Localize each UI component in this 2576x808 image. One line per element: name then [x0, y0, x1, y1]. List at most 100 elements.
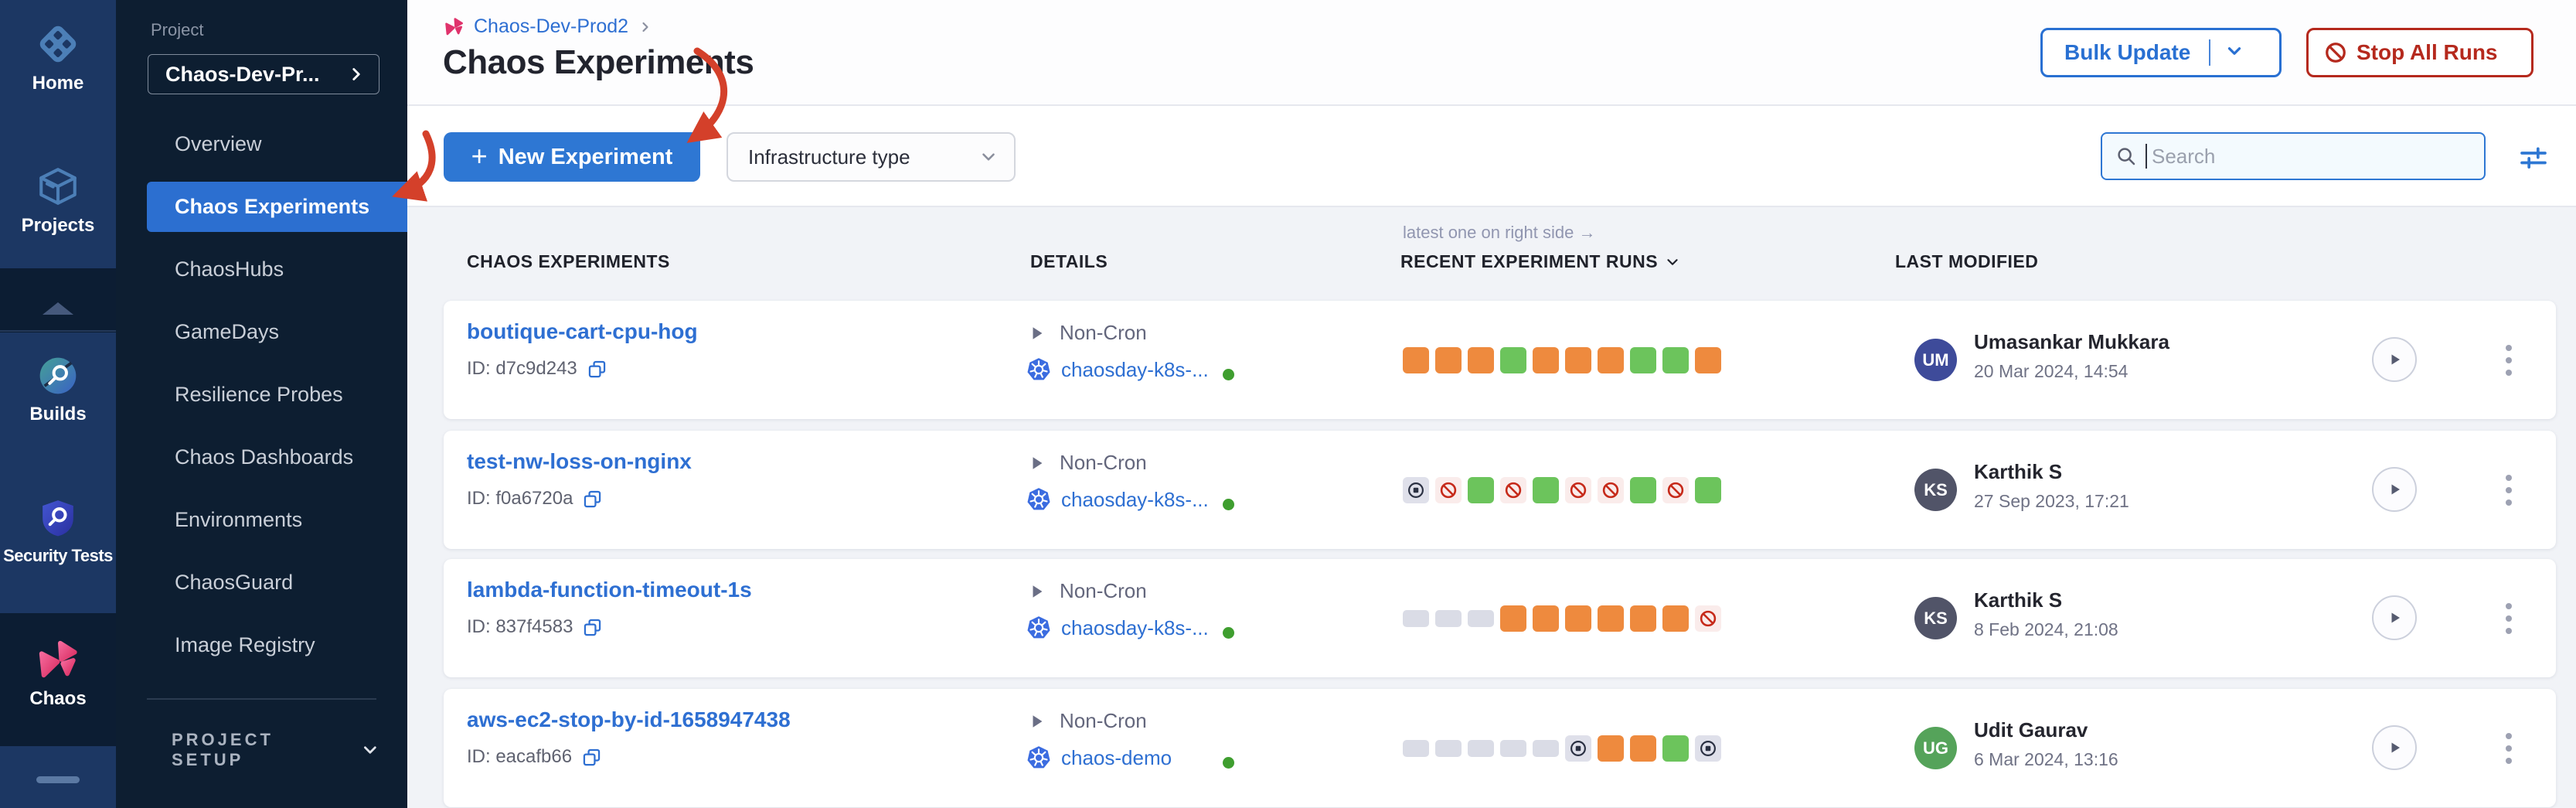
- rail-scroll-up-icon[interactable]: [43, 302, 73, 315]
- run-status-error[interactable]: [1598, 476, 1624, 503]
- row-menu-button[interactable]: [2493, 465, 2524, 516]
- infrastructure-status-dot: [1223, 757, 1234, 769]
- run-status-success[interactable]: [1662, 346, 1689, 373]
- nav-item-resilience-probes[interactable]: Resilience Probes: [175, 383, 343, 406]
- filter-settings-icon[interactable]: [2516, 141, 2550, 172]
- run-status-completed[interactable]: [1500, 605, 1526, 632]
- new-experiment-button[interactable]: + New Experiment: [444, 132, 700, 182]
- nav-item-gamedays[interactable]: GameDays: [175, 320, 280, 343]
- security-tests-icon: [43, 500, 73, 537]
- copy-icon[interactable]: [582, 489, 603, 510]
- chaos-module-icon: [39, 640, 77, 678]
- experiment-name-link[interactable]: aws-ec2-stop-by-id-1658947438: [467, 707, 791, 731]
- run-status-completed[interactable]: [1468, 346, 1494, 373]
- run-status-stopped[interactable]: [1695, 735, 1721, 762]
- run-status-completed[interactable]: [1662, 605, 1689, 632]
- run-status-error[interactable]: [1695, 605, 1721, 632]
- bulk-update-button[interactable]: Bulk Update: [2040, 28, 2282, 77]
- run-status-completed[interactable]: [1630, 735, 1656, 762]
- project-setup-toggle[interactable]: PROJECT SETUP: [172, 730, 380, 770]
- nav-item-chaosguard[interactable]: ChaosGuard: [175, 571, 294, 594]
- main-area: Chaos-Dev-Prod2 Chaos Experiments Bulk U…: [407, 0, 2576, 808]
- run-status-completed[interactable]: [1598, 605, 1624, 632]
- error-run-icon: [1505, 482, 1522, 498]
- chevron-right-icon: [352, 68, 360, 80]
- run-status-completed[interactable]: [1403, 346, 1429, 373]
- run-status-completed[interactable]: [1565, 605, 1591, 632]
- kubernetes-icon: [1027, 746, 1050, 769]
- run-status-error[interactable]: [1500, 476, 1526, 503]
- rail-item-projects[interactable]: Projects: [0, 164, 116, 237]
- infrastructure-link[interactable]: chaosday-k8s-...: [1061, 615, 1209, 639]
- nav-item-chaos-dashboards[interactable]: Chaos Dashboards: [175, 445, 354, 469]
- run-status-stopped[interactable]: [1403, 476, 1429, 503]
- experiment-id: ID: f0a6720a: [467, 488, 573, 509]
- nav-item-chaoshubs[interactable]: ChaosHubs: [175, 257, 284, 281]
- breadcrumb-project-link[interactable]: Chaos-Dev-Prod2: [474, 15, 629, 37]
- run-status-completed[interactable]: [1565, 346, 1591, 373]
- run-experiment-button[interactable]: [2372, 595, 2417, 640]
- run-status-completed[interactable]: [1435, 346, 1462, 373]
- run-status-completed[interactable]: [1533, 346, 1559, 373]
- search-input[interactable]: [2150, 143, 2473, 169]
- recent-runs-strip: [1403, 301, 1721, 419]
- run-experiment-button[interactable]: [2372, 337, 2417, 382]
- run-status-success[interactable]: [1662, 735, 1689, 762]
- experiment-row: aws-ec2-stop-by-id-1658947438 ID: eacafb…: [444, 689, 2556, 807]
- run-status-stopped[interactable]: [1565, 735, 1591, 762]
- column-header-recent-runs[interactable]: RECENT EXPERIMENT RUNS: [1400, 251, 1681, 272]
- row-menu-button[interactable]: [2493, 335, 2524, 386]
- experiment-name-link[interactable]: test-nw-loss-on-nginx: [467, 449, 692, 473]
- experiment-name-link[interactable]: boutique-cart-cpu-hog: [467, 319, 698, 343]
- project-selector[interactable]: Chaos-Dev-Pr...: [148, 54, 379, 94]
- copy-icon[interactable]: [581, 747, 602, 768]
- row-menu-button[interactable]: [2493, 723, 2524, 774]
- run-status-success[interactable]: [1500, 346, 1526, 373]
- run-status-success[interactable]: [1630, 476, 1656, 503]
- run-experiment-button[interactable]: [2372, 725, 2417, 770]
- nav-item-chaos-experiments[interactable]: Chaos Experiments: [147, 182, 407, 232]
- schedule-type: Non-Cron: [1029, 579, 1147, 603]
- infrastructure-type-dropdown[interactable]: Infrastructure type: [727, 132, 1016, 182]
- run-status-completed[interactable]: [1533, 605, 1559, 632]
- stopped-run-icon: [1570, 740, 1586, 756]
- run-experiment-button[interactable]: [2372, 467, 2417, 512]
- copy-icon[interactable]: [582, 617, 603, 638]
- stop-all-runs-button[interactable]: Stop All Runs: [2306, 28, 2533, 77]
- nav-item-environments[interactable]: Environments: [175, 508, 303, 531]
- nav-item-overview[interactable]: Overview: [175, 132, 262, 155]
- infrastructure-link[interactable]: chaosday-k8s-...: [1061, 487, 1209, 511]
- run-status-success[interactable]: [1630, 346, 1656, 373]
- rail-label-home: Home: [32, 73, 84, 94]
- infrastructure-row: chaosday-k8s-...: [1026, 486, 1209, 513]
- experiment-id-row: ID: eacafb66: [467, 746, 602, 768]
- run-status-error[interactable]: [1662, 476, 1689, 503]
- experiment-name-link[interactable]: lambda-function-timeout-1s: [467, 578, 752, 602]
- run-status-none: [1500, 739, 1526, 757]
- run-status-completed[interactable]: [1598, 346, 1624, 373]
- run-status-success[interactable]: [1695, 476, 1721, 503]
- copy-icon[interactable]: [587, 359, 607, 380]
- row-menu-button[interactable]: [2493, 593, 2524, 644]
- run-status-error[interactable]: [1565, 476, 1591, 503]
- modified-by-name: Karthik S: [1974, 588, 2063, 612]
- rail-item-builds[interactable]: Builds: [0, 354, 116, 425]
- run-status-completed[interactable]: [1695, 346, 1721, 373]
- run-status-completed[interactable]: [1630, 605, 1656, 632]
- run-status-completed[interactable]: [1598, 735, 1624, 762]
- nav-item-image-registry[interactable]: Image Registry: [175, 633, 315, 656]
- infrastructure-link[interactable]: chaos-demo: [1061, 745, 1172, 769]
- run-status-success[interactable]: [1468, 476, 1494, 503]
- chevron-down-icon[interactable]: [2224, 41, 2244, 61]
- recent-runs-strip: [1403, 689, 1721, 807]
- rail-item-chaos[interactable]: Chaos: [0, 637, 116, 710]
- run-status-success[interactable]: [1533, 476, 1559, 503]
- text-caret: [2146, 144, 2147, 169]
- infrastructure-link[interactable]: chaosday-k8s-...: [1061, 357, 1209, 381]
- rail-label-builds: Builds: [29, 404, 87, 424]
- infrastructure-row: chaosday-k8s-...: [1026, 356, 1209, 383]
- rail-item-security-tests[interactable]: Security Tests: [0, 496, 116, 566]
- run-status-error[interactable]: [1435, 476, 1462, 503]
- rail-item-home[interactable]: Home: [0, 22, 116, 94]
